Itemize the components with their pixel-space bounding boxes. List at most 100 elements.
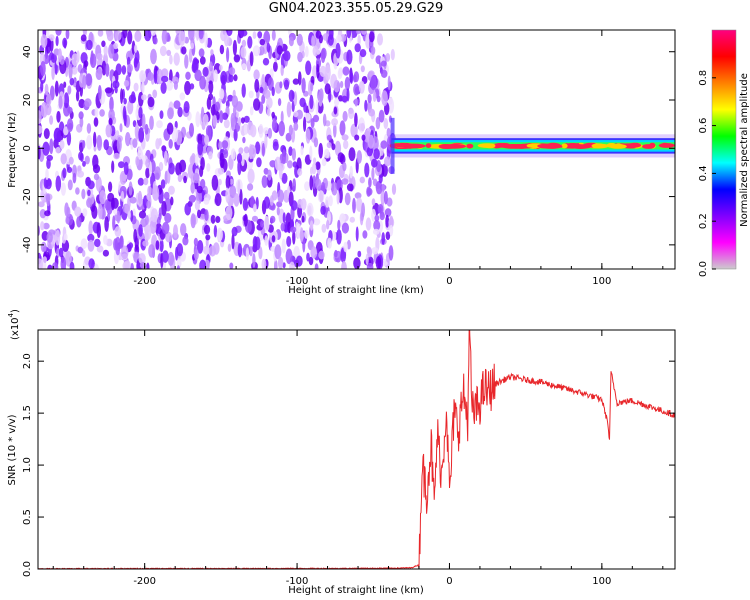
noise-blob (138, 106, 143, 119)
noise-blob (249, 51, 254, 67)
noise-blob (180, 126, 187, 138)
noise-blob (68, 63, 73, 80)
noise-blob (128, 242, 134, 249)
noise-blob (334, 249, 338, 258)
noise-blob (84, 98, 92, 108)
noise-blob (368, 177, 372, 188)
noise-blob (138, 253, 146, 265)
noise-blob (264, 235, 269, 246)
noise-blob (327, 34, 334, 46)
noise-blob (381, 232, 386, 245)
noise-blob (80, 238, 88, 250)
noise-blob (97, 85, 102, 100)
noise-blob (380, 60, 387, 67)
noise-blob (44, 210, 51, 217)
noise-blob (237, 159, 242, 176)
x-tick-label: -100 (286, 276, 309, 287)
signal-hot-spot (484, 143, 496, 149)
noise-blob (167, 251, 175, 266)
noise-blob (46, 30, 50, 40)
noise-blob (137, 190, 143, 205)
noise-blob (69, 77, 75, 86)
noise-blob (143, 177, 149, 186)
noise-blob (118, 161, 125, 169)
signal-hot-spot (438, 144, 452, 149)
noise-blob (219, 110, 224, 124)
noise-blob (242, 197, 249, 211)
noise-blob (331, 181, 338, 196)
noise-blob (65, 250, 72, 267)
noise-blob (204, 134, 210, 145)
noise-blob (145, 167, 150, 179)
noise-blob (237, 116, 242, 126)
noise-blob (162, 250, 169, 263)
noise-blob (204, 32, 208, 48)
noise-blob (83, 60, 89, 68)
spectrogram-frame (37, 29, 676, 270)
noise-blob (288, 146, 293, 156)
noise-blob (271, 86, 275, 97)
noise-blob (277, 189, 285, 203)
noise-blob (150, 30, 157, 36)
noise-blob (326, 219, 330, 230)
noise-blob (215, 216, 221, 223)
noise-blob (65, 217, 70, 225)
noise-blob (389, 215, 394, 229)
noise-blob (297, 168, 303, 177)
noise-blob (304, 229, 309, 239)
noise-blob (233, 128, 238, 142)
noise-blob (66, 166, 73, 173)
noise-blob (355, 30, 361, 35)
noise-blob (149, 115, 154, 130)
noise-blob (168, 162, 175, 175)
y-tick-label: -40 (22, 237, 33, 253)
noise-blob (56, 110, 61, 123)
noise-blob (259, 86, 264, 94)
noise-blob (261, 258, 267, 269)
noise-blob (190, 42, 195, 50)
noise-blob (51, 64, 55, 80)
noise-blob (386, 197, 393, 207)
noise-blob (181, 46, 187, 55)
noise-blob (252, 31, 257, 39)
noise-blob (366, 262, 374, 269)
noise-blob (114, 30, 122, 41)
noise-blob (60, 256, 67, 269)
noise-blob (223, 119, 230, 129)
noise-blob (56, 247, 61, 258)
noise-blob (81, 188, 86, 200)
noise-blob (346, 49, 353, 65)
noise-blob (108, 43, 115, 59)
noise-blob (173, 80, 178, 90)
noise-blob (154, 166, 161, 181)
noise-blob (336, 229, 342, 245)
noise-blob (77, 170, 84, 178)
snr-multiplier-base: (x10 (10, 317, 21, 340)
noise-blob (210, 49, 214, 56)
noise-blob (391, 183, 397, 195)
noise-blob (203, 197, 210, 205)
noise-blob (92, 164, 101, 174)
noise-blob (184, 202, 191, 216)
noise-blob (173, 100, 181, 109)
noise-blob (152, 89, 158, 99)
noise-blob (240, 30, 248, 37)
noise-blob (385, 231, 391, 240)
noise-blob (308, 256, 314, 266)
snr-y-axis-label: SNR (10 * v/v) (7, 414, 18, 485)
noise-blob (258, 123, 264, 138)
noise-blob (315, 99, 319, 115)
spectrogram-y-ticks: -40 -20 0 20 40 (22, 45, 675, 253)
noise-blob (180, 223, 187, 236)
noise-blob (341, 178, 349, 185)
noise-blob (42, 141, 50, 156)
noise-blob (87, 189, 91, 196)
x-tick-label: -200 (133, 576, 156, 587)
signal-hot-spot (660, 142, 669, 148)
noise-blob (103, 45, 108, 56)
noise-blob (152, 185, 160, 201)
noise-blob (356, 150, 362, 164)
colorbar-frame (711, 29, 737, 270)
noise-blob (264, 133, 268, 149)
noise-blob (60, 182, 66, 196)
